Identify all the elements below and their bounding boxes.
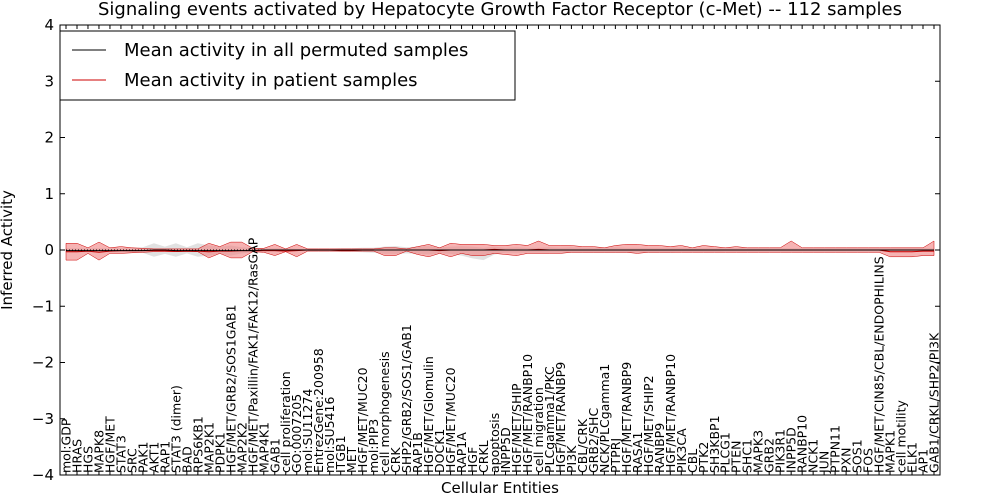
x-category-label: HGF	[465, 447, 480, 473]
x-category-label: HGF/MET/GRB2/SOS1GAB1	[223, 304, 238, 473]
x-category-label: RANBP10	[795, 415, 810, 473]
x-category-label: PTPRJ	[608, 438, 623, 473]
x-category-label: RAP1A	[454, 432, 469, 473]
x-category-label: GO:0007205	[289, 394, 304, 473]
x-category-label: ELK1	[905, 442, 920, 473]
x-category-label: PLCG1	[718, 432, 733, 473]
x-category-label: HGS	[81, 446, 96, 473]
x-category-label: RAP1B	[410, 432, 425, 473]
x-category-label: PTPN11	[828, 425, 843, 473]
x-category-label: HGF/MET	[102, 416, 117, 473]
x-category-label: MAPK8	[92, 430, 107, 473]
x-category-label: cell motility	[894, 399, 909, 473]
legend-box	[59, 30, 516, 101]
x-category-label: mol:PIP3	[366, 419, 381, 473]
y-tick-label: −1	[32, 297, 54, 315]
y-tick-label: 4	[44, 16, 54, 34]
x-category-label: PAK1	[135, 442, 150, 473]
y-tick-label: 3	[44, 72, 54, 90]
y-tick-label: −2	[32, 354, 54, 372]
x-category-label: EntrezGene:200958	[311, 348, 326, 473]
x-category-label: GRB2/SHC	[586, 408, 601, 473]
x-category-label: PIK3CA	[674, 428, 689, 473]
x-category-label: MAP4K1	[256, 422, 271, 473]
x-category-label: GAB1	[267, 438, 282, 473]
x-category-label: HGF/MET/Paxillin/FAK1/FAK12/RasGAP	[245, 237, 260, 473]
x-category-label: SOS1	[850, 439, 865, 473]
x-category-label: HGF/MET/Glomulin	[421, 356, 436, 473]
x-category-label: INPP5D	[498, 427, 513, 473]
x-category-label: RPS6KB1	[190, 416, 205, 473]
legend-label-patient: Mean activity in patient samples	[124, 70, 418, 91]
x-category-label: PXN	[839, 448, 854, 473]
x-category-label: CRKL	[476, 440, 491, 473]
x-axis-label: Cellular Entities	[441, 479, 559, 497]
x-category-label: mol:SU11274	[300, 389, 315, 473]
x-category-label: SRC	[124, 448, 139, 473]
x-category-label: HGF/MET/CIN85/CBL/ENDOPHILINS	[872, 256, 887, 473]
x-category-label: HRAS	[70, 439, 85, 473]
x-category-label: MAPK3	[751, 430, 766, 473]
x-category-label: HGF/MET/SHIP2	[641, 375, 656, 473]
x-category-label: PTK2	[696, 442, 711, 473]
chart-title: Signaling events activated by Hepatocyte…	[98, 0, 902, 20]
x-category-label: PLCgamma1/PKC	[542, 366, 557, 473]
x-category-label: STAT3 (dimer)	[168, 385, 183, 473]
x-category-label: apoptosis	[487, 413, 502, 473]
x-category-label: mol:GDP	[59, 418, 74, 473]
x-category-label: PDPK1	[212, 432, 227, 473]
x-category-label: RAP1	[157, 441, 172, 473]
plot-frame	[59, 24, 941, 476]
x-category-label: cell morphogenesis	[377, 351, 392, 473]
x-category-label: cell proliferation	[278, 371, 293, 473]
x-category-label: AKT1	[146, 442, 161, 473]
x-category-label: AP1	[916, 449, 931, 473]
x-category-label: GRB2	[762, 438, 777, 473]
x-category-label: SHC1	[740, 439, 755, 473]
legend-label-permuted: Mean activity in all permuted samples	[124, 40, 468, 61]
x-category-label: BAD	[179, 446, 194, 473]
x-category-label: FOS	[861, 448, 876, 473]
x-category-label: STAT3	[113, 435, 128, 473]
y-tick-label: 1	[44, 185, 54, 203]
x-category-label: HGF/MET/MUC20	[443, 367, 458, 473]
x-category-label: MET	[344, 446, 359, 473]
x-category-label: MAPK1	[883, 430, 898, 473]
x-category-label: NCK1	[806, 439, 821, 473]
y-tick-label: −4	[32, 466, 54, 484]
x-category-label: INPP5D	[784, 427, 799, 473]
y-tick-label: −3	[32, 410, 54, 428]
x-category-label: CRK	[388, 447, 403, 473]
x-category-label: RANBP9	[652, 423, 667, 473]
x-category-label: mol:SU5416	[322, 397, 337, 473]
x-category-label: DOCK1	[432, 429, 447, 473]
x-category-label: HGF/MET/RANBP9	[553, 362, 568, 473]
x-category-label: CBL	[685, 449, 700, 473]
x-category-label: PTEN	[729, 441, 744, 473]
y-tick-label: 2	[44, 129, 54, 147]
x-category-label: SHP2/GRB2/SOS1/GAB1	[399, 324, 414, 473]
y-axis-label: Inferred Activity	[0, 190, 16, 310]
x-category-label: HGF/MET/SHIP	[509, 383, 524, 473]
x-category-label: PI3K	[564, 445, 579, 473]
y-tick-label: 0	[44, 241, 54, 259]
x-category-label: JUN	[817, 451, 832, 474]
x-category-label: NCK/PLCgamma1	[597, 364, 612, 473]
x-category-label: PIK3R1	[773, 429, 788, 473]
x-category-label: HGF/MET/RANBP9	[619, 362, 634, 473]
x-category-label: GAB1/CRKL/SHP2/PI3K	[927, 332, 942, 473]
x-category-label: HGF/MET/RANBP10	[520, 354, 535, 473]
x-category-label: CBL/CRK	[575, 418, 590, 473]
x-category-label: HGF/MET/RANBP10	[663, 354, 678, 473]
x-category-label: HGF/MET/MUC20	[355, 367, 370, 473]
x-category-label: cell migration	[531, 387, 546, 473]
x-category-label: RASA1	[630, 432, 645, 473]
x-category-label: SH3KBP1	[707, 415, 722, 473]
x-category-label: MAP2K1	[201, 422, 216, 473]
x-category-label: ITGB1	[333, 435, 348, 473]
x-category-label: MAP2K2	[234, 422, 249, 473]
legend: Mean activity in all permuted samples Me…	[59, 30, 516, 101]
